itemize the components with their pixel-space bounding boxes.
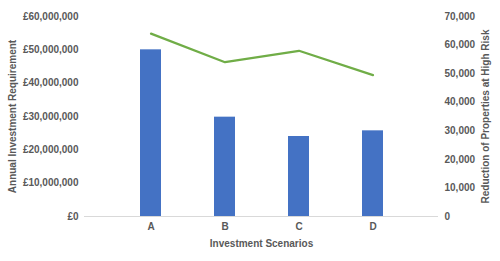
svg-text:D: D: [369, 221, 376, 232]
svg-text:0: 0: [445, 211, 451, 222]
svg-text:70,000: 70,000: [445, 11, 476, 22]
svg-text:60,000: 60,000: [445, 39, 476, 50]
svg-text:10,000: 10,000: [445, 182, 476, 193]
svg-text:A: A: [147, 221, 154, 232]
svg-text:C: C: [295, 221, 302, 232]
svg-text:Investment Scenarios: Investment Scenarios: [210, 238, 314, 249]
svg-text:Annual Investment Requirement: Annual Investment Requirement: [7, 39, 18, 193]
svg-text:B: B: [221, 221, 228, 232]
svg-text:30,000: 30,000: [445, 125, 476, 136]
svg-text:£50,000,000: £50,000,000: [23, 44, 79, 55]
svg-text:£60,000,000: £60,000,000: [23, 11, 79, 22]
svg-text:£10,000,000: £10,000,000: [23, 177, 79, 188]
svg-text:£20,000,000: £20,000,000: [23, 144, 79, 155]
svg-text:£30,000,000: £30,000,000: [23, 111, 79, 122]
svg-text:40,000: 40,000: [445, 96, 476, 107]
svg-text:20,000: 20,000: [445, 154, 476, 165]
svg-text:50,000: 50,000: [445, 68, 476, 79]
svg-text:£40,000,000: £40,000,000: [23, 77, 79, 88]
svg-text:Reduction of Properties at Hig: Reduction of Properties at High Risk: [480, 29, 491, 203]
svg-text:£0: £0: [67, 211, 79, 222]
